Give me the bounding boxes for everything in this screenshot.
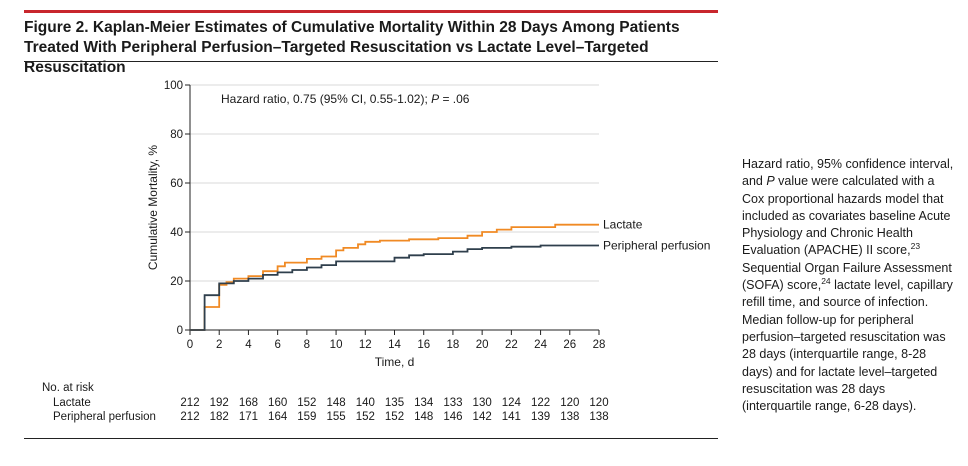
at-risk-value: 120 (560, 397, 580, 409)
at-risk-value: 160 (268, 397, 288, 409)
footnote-ref-24: 24 (821, 275, 831, 286)
at-risk-value: 138 (560, 411, 580, 423)
at-risk-value: 168 (238, 397, 259, 409)
at-risk-value: 164 (268, 411, 288, 423)
footnote-p-italic: P (766, 174, 775, 189)
at-risk-value: 146 (443, 411, 463, 423)
x-tick-label: 10 (330, 339, 343, 351)
at-risk-value: 142 (472, 411, 492, 423)
footnote-ref-23: 23 (910, 241, 921, 252)
at-risk-value: 152 (297, 397, 317, 409)
lactate-curve (190, 223, 599, 331)
peripheral-perfusion-curve (190, 244, 599, 331)
at-risk-value: 152 (384, 411, 405, 423)
at-risk-value: 120 (589, 397, 609, 409)
x-tick-label: 0 (187, 339, 193, 351)
at-risk-value: 159 (297, 411, 317, 423)
at-risk-value: 130 (472, 397, 492, 409)
at-risk-value: 171 (238, 411, 259, 423)
at-risk-value: 182 (209, 411, 229, 423)
at-risk-row-label: Peripheral perfusion (53, 411, 156, 423)
at-risk-title: No. at risk (42, 382, 94, 394)
x-axis-label: Time, d (375, 355, 415, 369)
figure-title: Figure 2. Kaplan-Meier Estimates of Cumu… (24, 19, 680, 76)
at-risk-value: 152 (355, 411, 375, 423)
title-divider (24, 61, 718, 62)
y-axis-label: Cumulative Mortality, % (146, 145, 160, 270)
at-risk-value: 133 (443, 397, 463, 409)
footnote-text-2: value were calculated with a Cox proport… (742, 174, 951, 258)
x-tick-label: 14 (388, 339, 401, 351)
y-tick-label: 0 (177, 325, 183, 337)
x-tick-label: 26 (563, 339, 576, 351)
y-tick-label: 80 (170, 129, 183, 141)
lactate-legend-label: Lactate (603, 218, 643, 232)
x-tick-label: 20 (476, 339, 489, 351)
footnote-text-4: lactate level, capillary refill time, an… (742, 278, 953, 414)
hazard-ratio-annotation: Hazard ratio, 0.75 (95% CI, 0.55-1.02); … (221, 92, 470, 106)
x-tick-label: 12 (359, 339, 372, 351)
x-tick-label: 8 (304, 339, 310, 351)
at-risk-value: 134 (414, 397, 434, 409)
footnote-text-1: Hazard ratio, 95% confidence interval, a… (742, 157, 954, 189)
x-tick-label: 16 (417, 339, 430, 351)
x-tick-label: 24 (534, 339, 547, 351)
y-tick-label: 60 (170, 178, 183, 190)
at-risk-value: 140 (355, 397, 375, 409)
at-risk-value: 138 (589, 411, 609, 423)
at-risk-value: 212 (180, 411, 200, 423)
x-tick-label: 4 (245, 339, 252, 351)
x-tick-label: 22 (505, 339, 518, 351)
at-risk-value: 141 (501, 411, 521, 423)
x-tick-label: 6 (274, 339, 280, 351)
at-risk-value: 135 (384, 397, 405, 409)
at-risk-value: 192 (209, 397, 229, 409)
footnote-text-3: Sequential Organ Failure Assessment (SOF… (742, 260, 952, 293)
figure-footnote: Hazard ratio, 95% confidence interval, a… (742, 156, 956, 415)
x-tick-label: 28 (593, 339, 606, 351)
at-risk-value: 124 (501, 397, 521, 409)
at-risk-value: 155 (326, 411, 346, 423)
x-tick-label: 2 (216, 339, 222, 351)
at-risk-value: 148 (414, 411, 434, 423)
y-tick-label: 20 (170, 276, 183, 288)
x-tick-label: 18 (447, 339, 460, 351)
figure-bottom-rule (24, 438, 718, 439)
at-risk-value: 122 (530, 397, 551, 409)
at-risk-value: 139 (530, 411, 551, 423)
at-risk-row-label: Lactate (53, 397, 91, 409)
peripheral-perfusion-legend-label: Peripheral perfusion (603, 238, 710, 252)
y-tick-label: 100 (164, 80, 183, 92)
at-risk-value: 212 (180, 397, 200, 409)
at-risk-value: 148 (326, 397, 346, 409)
figure-top-rule (24, 10, 718, 13)
y-tick-label: 40 (170, 227, 183, 239)
